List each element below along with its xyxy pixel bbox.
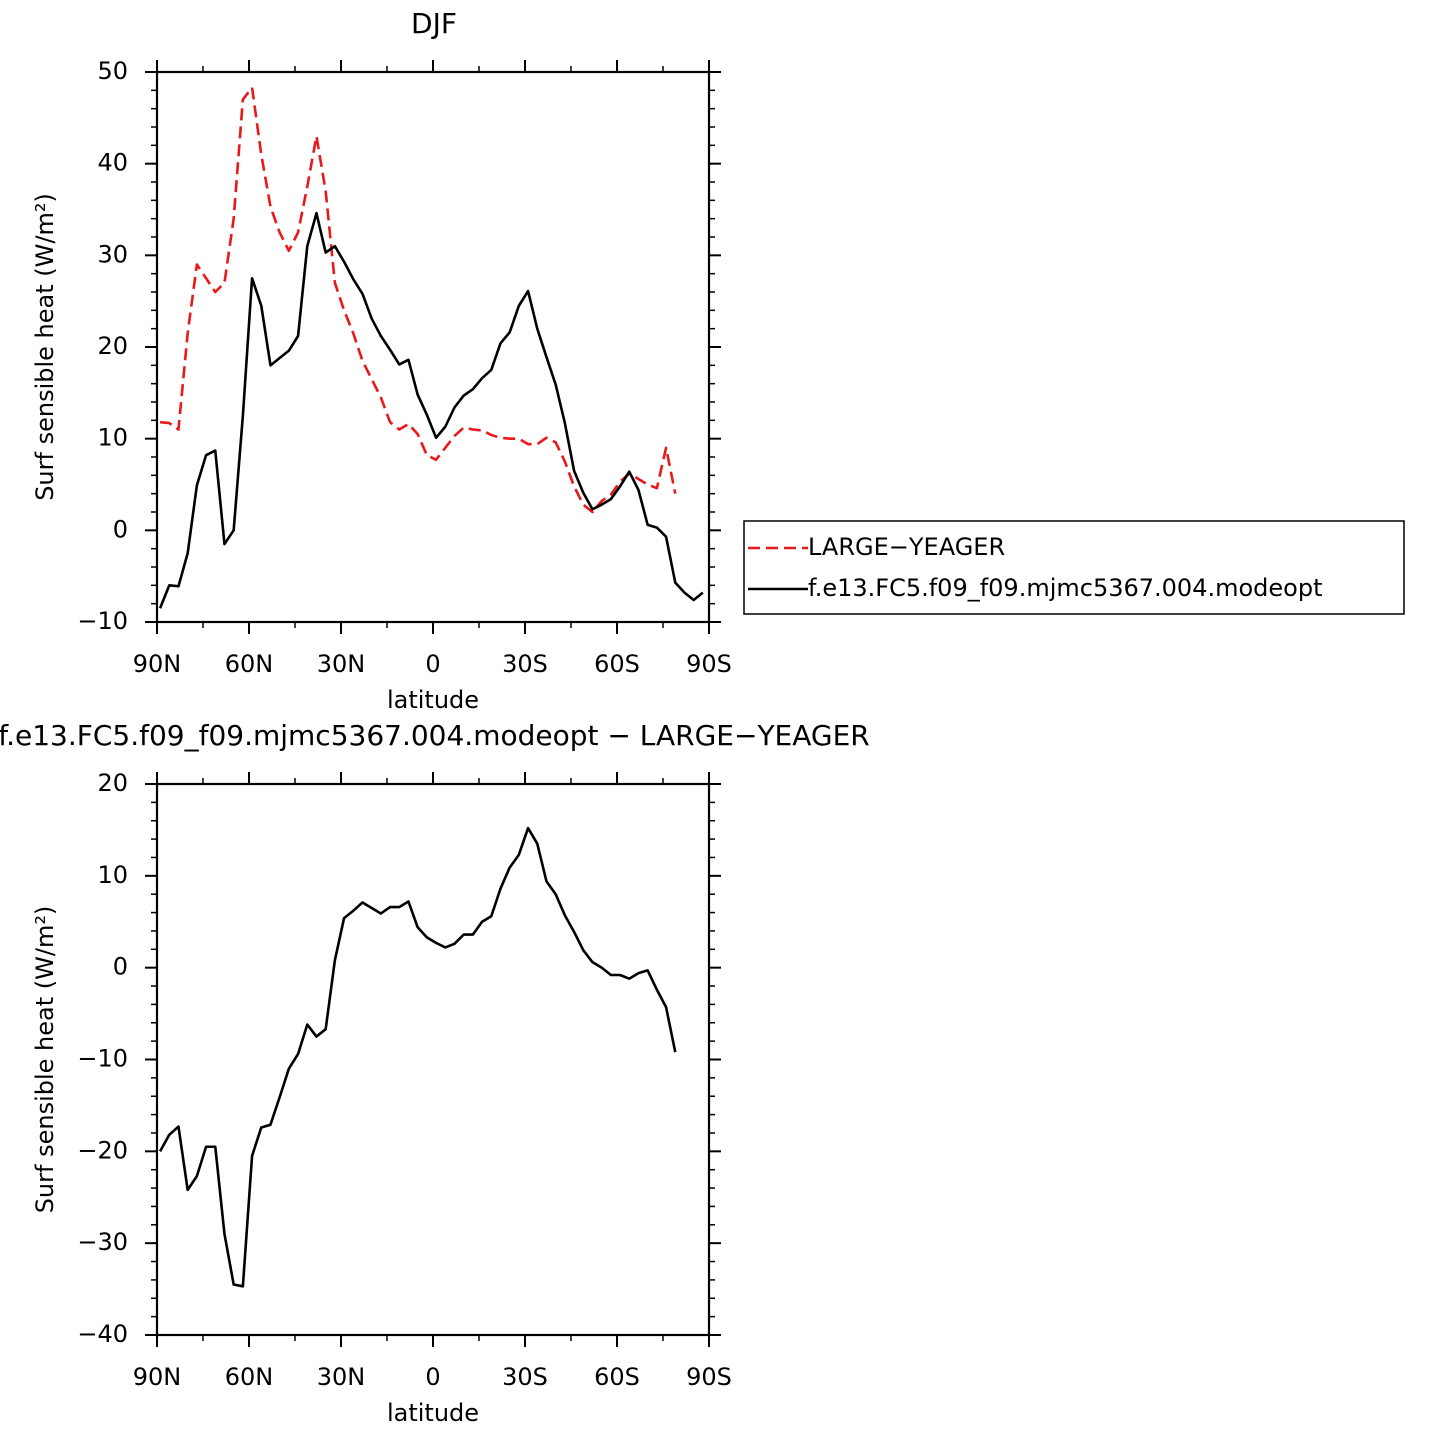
y-tick-label: −10: [77, 607, 128, 635]
y-tick-label: 20: [97, 769, 128, 797]
x-tick-label: 0: [425, 1363, 440, 1391]
y-tick-label: 30: [97, 240, 128, 268]
x-tick-label: 90S: [686, 650, 732, 678]
chart-title: f.e13.FC5.f09_f09.mjmc5367.004.modeopt −…: [0, 719, 870, 752]
legend-box: [743, 520, 1405, 615]
data-line: [159, 86, 677, 514]
y-tick-label: −20: [77, 1136, 128, 1164]
x-tick-label: 30S: [502, 650, 548, 678]
x-tick-label: 30S: [502, 1363, 548, 1391]
y-tick-label: −10: [77, 1045, 128, 1073]
x-tick-label: 90N: [133, 1363, 182, 1391]
y-tick-label: 0: [113, 953, 128, 981]
y-tick-label: 50: [97, 57, 128, 85]
x-axis-label: latitude: [387, 686, 479, 714]
x-tick-label: 90N: [133, 650, 182, 678]
x-axis-label: latitude: [387, 1399, 479, 1427]
x-tick-label: 60S: [594, 650, 640, 678]
y-axis-label: Surf sensible heat (W/m²): [31, 906, 59, 1214]
x-tick-label: 30N: [317, 650, 366, 678]
y-tick-label: 0: [113, 515, 128, 543]
y-tick-label: 10: [97, 424, 128, 452]
x-tick-label: 60N: [225, 1363, 274, 1391]
x-tick-label: 60N: [225, 650, 274, 678]
y-tick-label: 20: [97, 332, 128, 360]
x-tick-label: 90S: [686, 1363, 732, 1391]
y-tick-label: 40: [97, 149, 128, 177]
x-tick-label: 0: [425, 650, 440, 678]
y-tick-label: −30: [77, 1228, 128, 1256]
x-tick-label: 60S: [594, 1363, 640, 1391]
data-line: [158, 211, 704, 609]
y-tick-label: 10: [97, 861, 128, 889]
legend-label: f.e13.FC5.f09_f09.mjmc5367.004.modeopt: [808, 574, 1323, 602]
plot-frame: [155, 782, 711, 1337]
legend-label: LARGE−YEAGER: [808, 533, 1005, 561]
x-tick-label: 30N: [317, 1363, 366, 1391]
data-line: [158, 826, 677, 1288]
y-axis-label: Surf sensible heat (W/m²): [31, 193, 59, 501]
plot-frame: [155, 70, 711, 624]
chart-title: DJF: [411, 7, 457, 40]
y-tick-label: −40: [77, 1320, 128, 1348]
